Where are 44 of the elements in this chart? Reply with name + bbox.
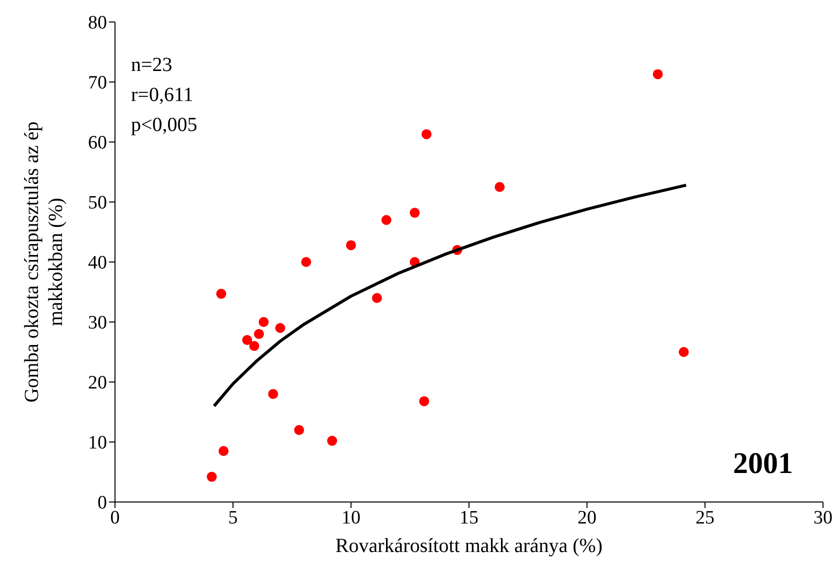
annotation: r=0,611: [131, 84, 194, 107]
x-tick-label: 0: [110, 507, 120, 528]
x-axis-title: Rovarkárosított makk aránya (%): [335, 535, 603, 557]
x-tick-label: 20: [578, 507, 596, 528]
point: [410, 208, 420, 218]
point: [678, 347, 689, 357]
point: [258, 317, 269, 327]
point: [372, 293, 382, 303]
x-tick-label: 15: [460, 507, 478, 528]
point: [301, 257, 312, 267]
point: [206, 472, 217, 482]
annotation: 2001: [733, 447, 793, 481]
x-tick-label: 10: [342, 507, 360, 528]
y-tick-label: 70: [88, 72, 107, 94]
point: [254, 329, 264, 339]
point: [346, 240, 356, 250]
point: [419, 396, 430, 406]
y-tick-label: 0: [98, 492, 107, 514]
x-tick-label: 25: [696, 507, 714, 528]
line-series: [212, 184, 688, 408]
y-tick-label: 40: [88, 252, 107, 274]
point: [381, 215, 392, 225]
point: [327, 436, 338, 446]
y-tick-label: 30: [88, 312, 107, 334]
y-tick-label: 10: [88, 432, 107, 454]
annotation: p<0,005: [131, 114, 198, 137]
point: [422, 129, 432, 140]
point: [294, 425, 304, 435]
x-tick-label: 5: [228, 507, 238, 528]
point: [249, 341, 260, 351]
y-tick-label: 20: [88, 372, 107, 394]
point: [275, 323, 286, 333]
point: [216, 288, 226, 299]
x-tick-label: 30: [814, 507, 832, 528]
point: [218, 446, 229, 456]
y-tick-label: 50: [88, 192, 107, 214]
point: [242, 335, 252, 345]
y-tick-label: 80: [88, 12, 107, 34]
point: [494, 182, 505, 192]
annotation: n=23: [131, 54, 172, 77]
point: [268, 389, 278, 399]
y-axis-title: Gomba okozta csírapusztulás az ép makkokban (%): [20, 120, 68, 405]
y-tick-label: 60: [88, 132, 107, 154]
point: [652, 69, 663, 80]
